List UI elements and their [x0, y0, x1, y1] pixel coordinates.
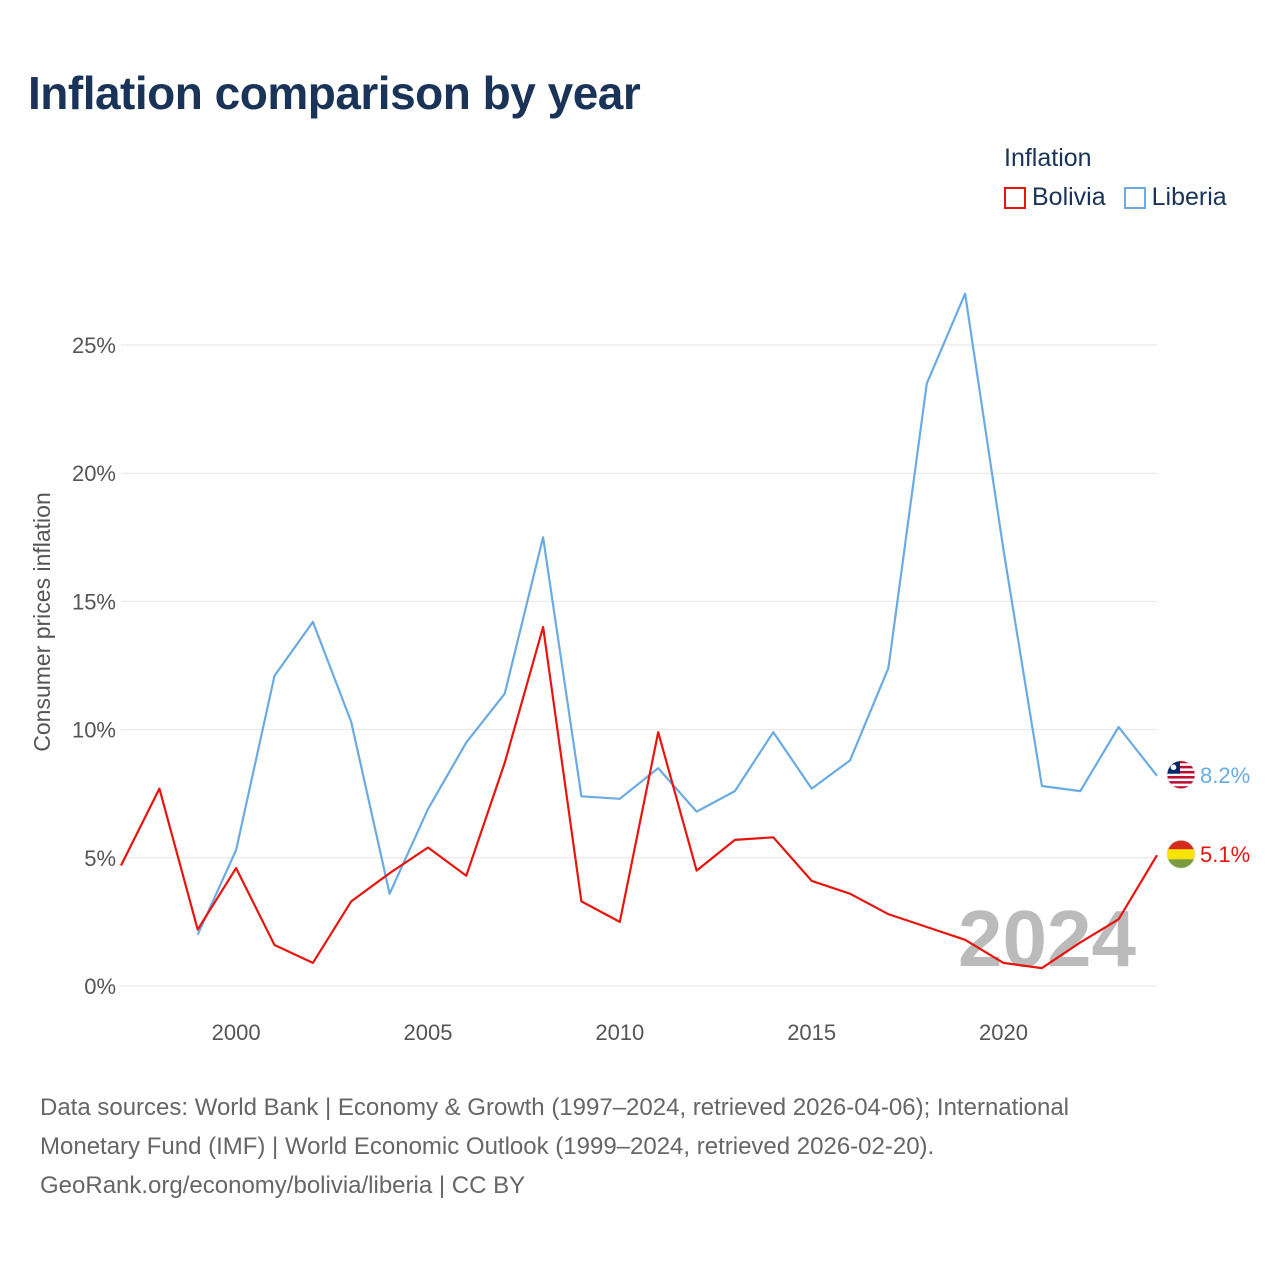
chart-area: 2024 0%5%10%15%20%25% 2000 2005 2010 2015 20… — [29, 292, 1250, 1045]
y-tick-labels: 0% 5% 10% 15% 20% 25% — [72, 333, 116, 999]
x-tick-label: 2000 — [212, 1020, 261, 1045]
liberia-flag-icon — [1166, 760, 1196, 790]
footer-site-link[interactable]: GeoRank.org/economy/bolivia/liberia | CC… — [40, 1172, 526, 1199]
grid-layer — [121, 344, 1157, 987]
x-tick-label: 2020 — [979, 1020, 1028, 1045]
series-line-bolivia[interactable] — [120, 625, 1158, 970]
footer-sources-line2: Monetary Fund (IMF) | World Economic Out… — [40, 1133, 935, 1160]
chart-title: Inflation comparison by year — [28, 67, 641, 119]
legend-swatch-liberia — [1123, 186, 1146, 209]
legend-label-bolivia: Bolivia — [1032, 183, 1106, 211]
series-line-liberia[interactable] — [196, 292, 1158, 936]
legend-item-bolivia[interactable]: Bolivia — [1004, 183, 1106, 212]
year-watermark: 2024 — [958, 894, 1136, 983]
footer: Data sources: World Bank | Economy & Gro… — [40, 1088, 1240, 1205]
y-tick-label: 20% — [72, 461, 116, 486]
legend: Inflation Bolivia Liberia — [1004, 144, 1227, 212]
end-label-liberia: 8.2% — [1200, 763, 1250, 788]
x-tick-labels: 2000 2005 2010 2015 2020 — [212, 1020, 1028, 1045]
y-tick-label: 10% — [72, 718, 116, 743]
x-tick-label: 2010 — [595, 1020, 644, 1045]
y-tick-label: 5% — [84, 846, 116, 871]
end-labels: 5.1% 8.2% — [1166, 760, 1250, 869]
series-layer — [120, 292, 1158, 970]
x-tick-label: 2015 — [787, 1020, 836, 1045]
y-tick-label: 15% — [72, 589, 116, 614]
footer-sources-line1: Data sources: World Bank | Economy & Gro… — [40, 1094, 1070, 1121]
y-axis-title: Consumer prices inflation — [29, 492, 55, 752]
y-tick-label: 25% — [72, 333, 116, 358]
x-tick-label: 2005 — [403, 1020, 452, 1045]
end-label-bolivia: 5.1% — [1200, 842, 1250, 867]
y-tick-label: 0% — [84, 974, 116, 999]
legend-swatch-bolivia — [1004, 186, 1026, 209]
legend-item-liberia[interactable]: Liberia — [1123, 183, 1227, 212]
legend-label-liberia: Liberia — [1151, 183, 1227, 211]
legend-title: Inflation — [1004, 144, 1092, 172]
bolivia-flag-icon — [1166, 839, 1196, 869]
